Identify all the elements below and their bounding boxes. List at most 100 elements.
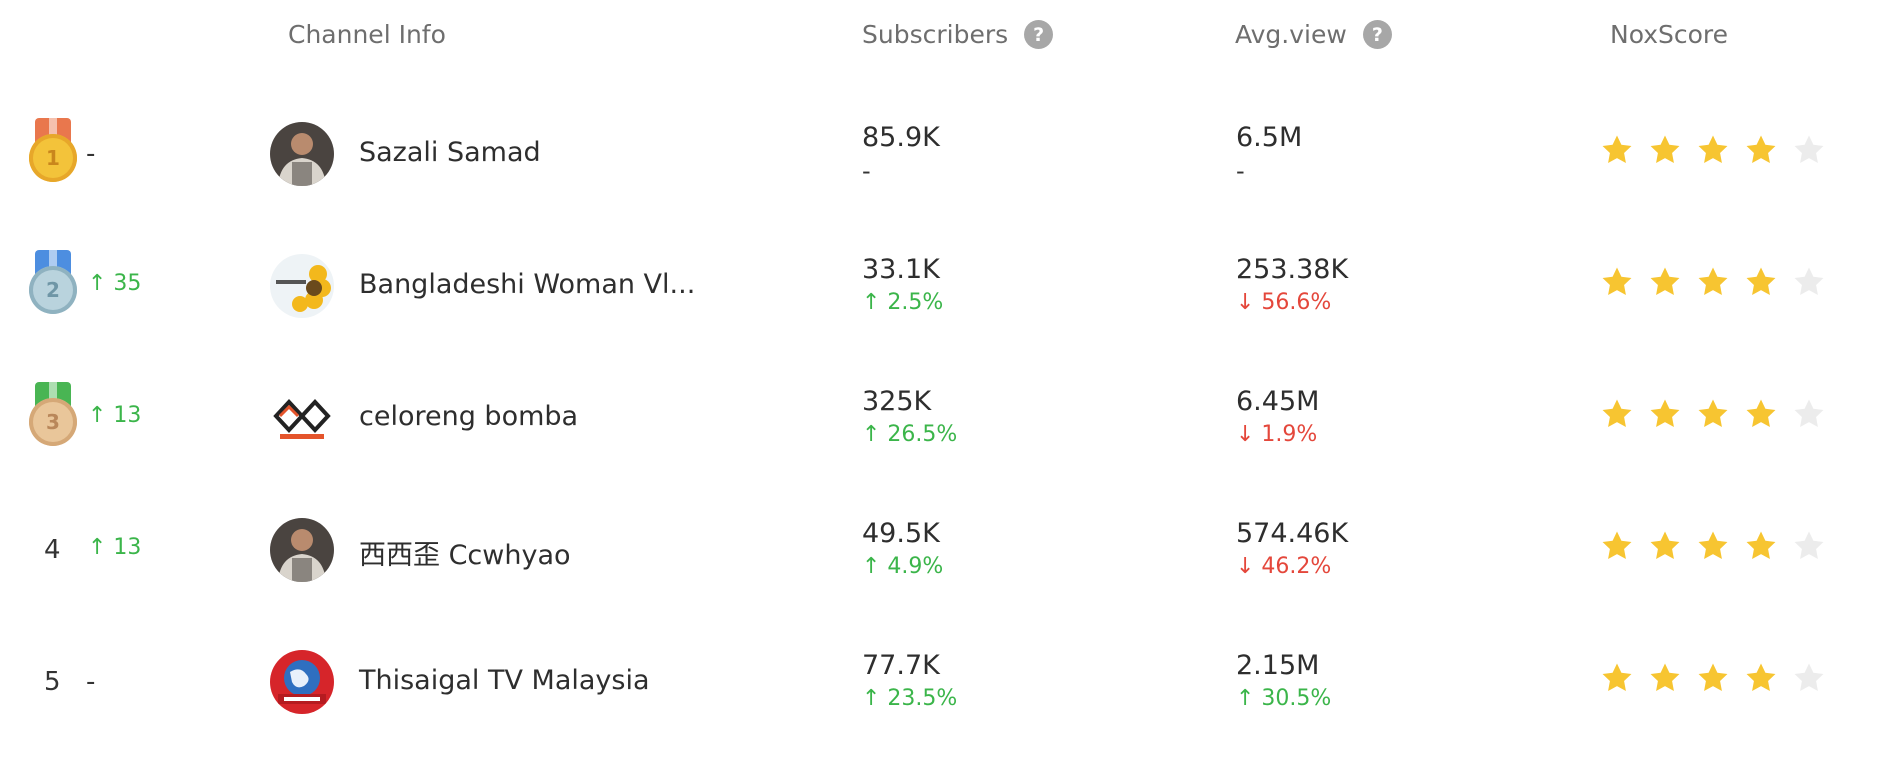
avg-view-change: ↓ 1.9%: [1236, 422, 1318, 447]
avg-view-change: ↑ 30.5%: [1236, 686, 1332, 711]
subscribers-cell: 49.5K ↑ 4.9%: [862, 517, 943, 583]
channel-name-link[interactable]: celoreng bomba: [359, 401, 579, 432]
rank-change: -: [86, 139, 96, 169]
noxscore-label: NoxScore: [1610, 20, 1729, 49]
star-filled-icon: [1744, 397, 1778, 431]
help-icon[interactable]: ?: [1024, 20, 1054, 49]
avg-view-value: 253.38K: [1236, 254, 1349, 285]
subscribers-change: ↑ 23.5%: [862, 686, 958, 711]
star-filled-icon: [1696, 661, 1730, 695]
globe-logo-avatar: [270, 650, 334, 714]
rank-change: ↑ 13: [88, 403, 142, 428]
star-filled-icon: [1648, 397, 1682, 431]
channel-avatar[interactable]: [270, 650, 334, 714]
subscribers-value: 49.5K: [862, 518, 940, 549]
star-empty-icon: [1792, 265, 1826, 299]
star-filled-icon: [1648, 133, 1682, 167]
rank-change: ↑ 35: [88, 271, 142, 296]
help-icon[interactable]: ?: [1362, 20, 1392, 49]
channel-avatar[interactable]: [270, 254, 334, 318]
avg-view-header[interactable]: Avg.view ?: [1235, 20, 1392, 49]
avg-view-cell: 253.38K ↓ 56.6%: [1236, 253, 1348, 319]
subscribers-header[interactable]: Subscribers ?: [862, 20, 1054, 49]
subscribers-value: 85.9K: [862, 122, 940, 153]
rank-number: 4: [44, 535, 61, 565]
channel-avatar[interactable]: [270, 122, 334, 186]
star-filled-icon: [1648, 265, 1682, 299]
avg-view-value: 574.46K: [1236, 518, 1349, 549]
star-filled-icon: [1648, 529, 1682, 563]
channel-name-link[interactable]: Bangladeshi Woman Vl...: [359, 269, 696, 300]
medal-rank-number: 3: [29, 398, 77, 446]
subscribers-change: ↑ 4.9%: [862, 554, 944, 579]
star-filled-icon: [1600, 133, 1634, 167]
rank-change: -: [86, 667, 96, 697]
channel-name-link[interactable]: Sazali Samad: [359, 137, 541, 168]
table-row[interactable]: 1- Sazali Samad 85.9K -6.5M -: [0, 101, 1880, 231]
noxscore-stars: [1600, 133, 1826, 167]
subscribers-cell: 85.9K -: [862, 121, 940, 187]
star-filled-icon: [1744, 661, 1778, 695]
avg-view-change: ↓ 46.2%: [1236, 554, 1332, 579]
star-filled-icon: [1696, 265, 1730, 299]
subscribers-cell: 325K ↑ 26.5%: [862, 385, 957, 451]
person-photo-avatar: [270, 518, 334, 582]
star-filled-icon: [1744, 265, 1778, 299]
table-row[interactable]: 3 ↑ 13 celoreng bomba 325K ↑ 26.5% 6.45M ↓ 1.9…: [0, 365, 1880, 495]
celoreng-logo-avatar: [270, 386, 334, 450]
channel-name-link[interactable]: 西西歪 Ccwhyao: [359, 540, 571, 571]
subscribers-change: ↑ 2.5%: [862, 290, 944, 315]
noxscore-stars: [1600, 529, 1826, 563]
avg-view-change: ↓ 56.6%: [1236, 290, 1332, 315]
silver-medal-icon: 2: [29, 250, 77, 314]
star-filled-icon: [1696, 397, 1730, 431]
sunflower-avatar: [270, 254, 334, 318]
avg-view-label: Avg.view: [1235, 20, 1347, 49]
channel-avatar[interactable]: [270, 518, 334, 582]
subscribers-change: ↑ 26.5%: [862, 422, 958, 447]
medal-rank-number: 1: [29, 134, 77, 182]
avg-view-cell: 6.45M ↓ 1.9%: [1236, 385, 1319, 451]
subscribers-value: 325K: [862, 386, 932, 417]
noxscore-stars: [1600, 661, 1826, 695]
avg-view-cell: 574.46K ↓ 46.2%: [1236, 517, 1348, 583]
avg-view-value: 6.5M: [1236, 122, 1303, 153]
rank-number: 5: [44, 667, 61, 697]
channel-avatar[interactable]: [270, 386, 334, 450]
table-row[interactable]: 5- Thisaigal TV Malaysia 77.7K ↑ 23.5% 2.15M…: [0, 629, 1880, 759]
avg-view-change: -: [1236, 157, 1245, 185]
subscribers-change: -: [862, 157, 871, 185]
subscribers-label: Subscribers: [862, 20, 1009, 49]
table-header: Channel Info Subscribers ? Avg.view ? No…: [0, 0, 1880, 76]
subscribers-value: 77.7K: [862, 650, 940, 681]
star-filled-icon: [1648, 661, 1682, 695]
bronze-medal-icon: 3: [29, 382, 77, 446]
person-photo-avatar: [270, 122, 334, 186]
avg-view-cell: 2.15M ↑ 30.5%: [1236, 649, 1331, 715]
channel-info-header: Channel Info: [288, 20, 446, 49]
star-filled-icon: [1696, 133, 1730, 167]
table-row[interactable]: 4 ↑ 13 西西歪 Ccwhyao 49.5K ↑ 4.9% 574.46K ↓ 46.2…: [0, 497, 1880, 627]
avg-view-value: 2.15M: [1236, 650, 1320, 681]
star-filled-icon: [1696, 529, 1730, 563]
table-row[interactable]: 2 ↑ 35 Bangladeshi Woman Vl... 33.1K ↑ 2.5% 2…: [0, 233, 1880, 363]
channel-name-link[interactable]: Thisaigal TV Malaysia: [359, 665, 650, 696]
star-filled-icon: [1600, 397, 1634, 431]
avg-view-value: 6.45M: [1236, 386, 1320, 417]
medal-rank-number: 2: [29, 266, 77, 314]
star-filled-icon: [1600, 661, 1634, 695]
avg-view-cell: 6.5M -: [1236, 121, 1302, 187]
star-filled-icon: [1600, 529, 1634, 563]
subscribers-value: 33.1K: [862, 254, 940, 285]
noxscore-stars: [1600, 265, 1826, 299]
rank-change: ↑ 13: [88, 535, 142, 560]
star-empty-icon: [1792, 133, 1826, 167]
noxscore-stars: [1600, 397, 1826, 431]
star-empty-icon: [1792, 529, 1826, 563]
channel-info-label: Channel Info: [288, 20, 446, 49]
star-empty-icon: [1792, 397, 1826, 431]
subscribers-cell: 33.1K ↑ 2.5%: [862, 253, 943, 319]
star-filled-icon: [1744, 133, 1778, 167]
star-filled-icon: [1744, 529, 1778, 563]
star-filled-icon: [1600, 265, 1634, 299]
